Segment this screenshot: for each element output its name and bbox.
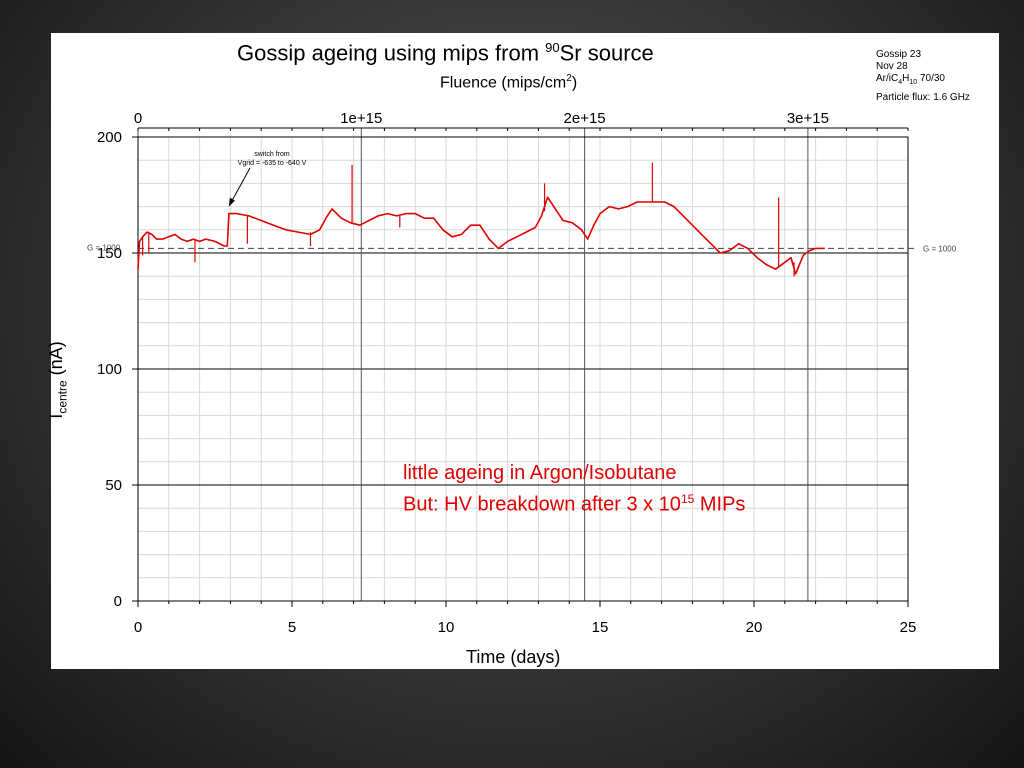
chart-title: Gossip ageing using mips from 90Sr sourc… [237,40,654,66]
annotation-arrow-head [228,197,235,207]
annotation-line-1: switch from [254,151,290,158]
top-axis-label: Fluence (mips/cm2) [440,73,578,92]
reference-label-left: G = 1000 [87,243,121,252]
y-tick-label: 100 [97,361,122,378]
top-tick-label: 3e+15 [787,110,829,127]
major-grid [137,128,908,601]
annotation-group: switch from Vgrid = -635 to -640 V [228,151,307,207]
x-tick-label: 5 [288,619,296,636]
reference-line-group: G = 1000 G = 1000 [87,243,957,253]
slide-panel [51,33,999,669]
info-line-3: Ar/iC4H10 70/30 [876,73,945,86]
x-tick-label: 20 [746,619,763,636]
x-tick-label: 0 [134,619,142,636]
top-tick-label: 1e+15 [340,110,382,127]
top-tick-label: 2e+15 [564,110,606,127]
axes: 0 5 10 15 20 25 0 50 100 150 200 [97,129,916,636]
top-axis: 0 1e+15 2e+15 3e+15 [134,110,909,131]
x-tick-label: 25 [900,619,917,636]
info-line-2: Nov 28 [876,61,908,72]
series-group [137,162,825,277]
y-tick-label: 150 [97,245,122,262]
y-tick-label: 0 [114,593,122,610]
note-line-1: little ageing in Argon/Isobutane [403,462,677,484]
x-axis-label: Time (days) [466,647,561,667]
annotation-arrow-shaft [229,167,251,205]
note-line-2: But: HV breakdown after 3 x 1015 MIPs [403,492,746,516]
x-tick-label: 15 [592,619,609,636]
y-tick-label: 200 [97,129,122,146]
series-line [137,196,825,275]
y-tick-label: 50 [105,477,122,494]
annotation-line-2: Vgrid = -635 to -640 V [238,160,307,167]
top-tick-label: 0 [134,110,142,127]
x-tick-label: 10 [438,619,455,636]
reference-label-right: G = 1000 [923,244,957,253]
info-line-1: Gossip 23 [876,49,922,60]
info-line-4: Particle flux: 1.6 GHz [876,92,970,103]
y-axis-label: Icentre (nA) [46,341,70,419]
